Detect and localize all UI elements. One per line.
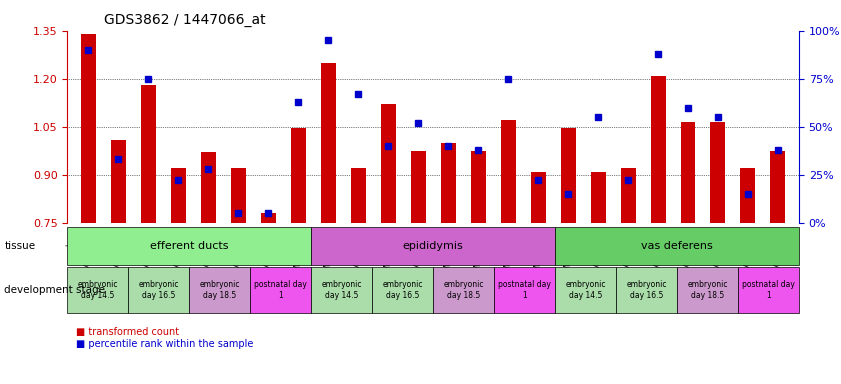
Text: embryonic
day 14.5: embryonic day 14.5	[77, 280, 118, 300]
Bar	[111, 139, 126, 223]
Bar	[500, 120, 516, 223]
Bar	[441, 143, 456, 223]
Bar	[351, 168, 366, 223]
Bar	[201, 152, 215, 223]
Bar	[381, 104, 395, 223]
Text: embryonic
day 14.5: embryonic day 14.5	[321, 280, 362, 300]
Bar	[711, 122, 726, 223]
Text: tissue: tissue	[4, 241, 35, 251]
Bar	[590, 172, 606, 223]
Text: embryonic
day 18.5: embryonic day 18.5	[687, 280, 727, 300]
Bar	[740, 168, 755, 223]
Text: embryonic
day 16.5: embryonic day 16.5	[383, 280, 423, 300]
Bar	[230, 168, 246, 223]
Bar	[471, 151, 485, 223]
Text: embryonic
day 18.5: embryonic day 18.5	[199, 280, 240, 300]
Bar	[770, 151, 785, 223]
Bar	[140, 85, 156, 223]
Text: embryonic
day 16.5: embryonic day 16.5	[139, 280, 179, 300]
Text: embryonic
day 18.5: embryonic day 18.5	[443, 280, 484, 300]
Bar	[561, 128, 575, 223]
Bar	[320, 63, 336, 223]
Text: vas deferens: vas deferens	[641, 241, 713, 251]
Bar	[651, 76, 665, 223]
Text: efferent ducts: efferent ducts	[150, 241, 229, 251]
Text: GDS3862 / 1447066_at: GDS3862 / 1447066_at	[103, 13, 266, 27]
Bar	[81, 34, 96, 223]
Bar	[171, 168, 186, 223]
Bar	[410, 151, 426, 223]
Text: postnatal day
1: postnatal day 1	[498, 280, 551, 300]
Bar	[621, 168, 636, 223]
Text: ■ percentile rank within the sample: ■ percentile rank within the sample	[76, 339, 253, 349]
Text: embryonic
day 16.5: embryonic day 16.5	[627, 280, 667, 300]
Bar	[531, 172, 546, 223]
Bar	[291, 128, 305, 223]
Bar	[680, 122, 696, 223]
Text: ■ transformed count: ■ transformed count	[76, 327, 179, 337]
Bar	[261, 213, 276, 223]
Text: postnatal day
1: postnatal day 1	[742, 280, 795, 300]
Text: epididymis: epididymis	[403, 241, 463, 251]
Text: postnatal day
1: postnatal day 1	[254, 280, 307, 300]
Text: development stage: development stage	[4, 285, 105, 295]
Text: embryonic
day 14.5: embryonic day 14.5	[565, 280, 606, 300]
